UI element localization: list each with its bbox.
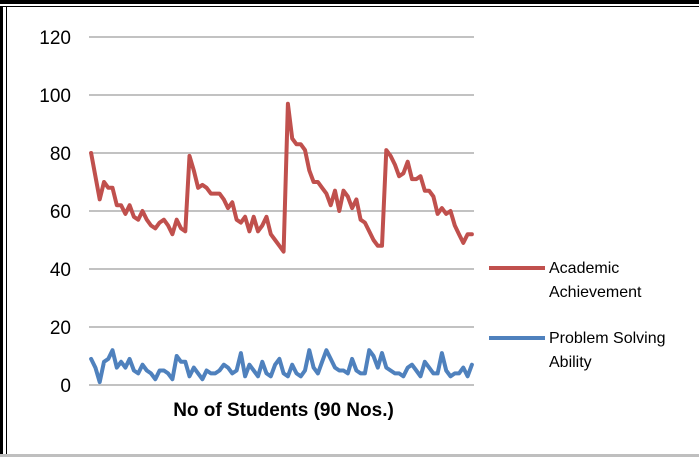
y-tick-label-0: 0 — [60, 376, 71, 397]
y-tick-label-80: 80 — [50, 144, 71, 165]
data-series — [89, 101, 474, 385]
x-axis-title: No of Students (90 Nos.) — [173, 400, 394, 421]
y-tick-label-40: 40 — [50, 260, 71, 281]
bottom-border — [0, 454, 699, 457]
left-border-inner — [6, 6, 7, 457]
y-axis-ticks: 0 20 40 60 80 100 120 — [39, 28, 71, 397]
top-border — [0, 0, 699, 4]
top-border-inner — [0, 6, 699, 7]
legend: Academic Achievement Problem Solving Abilit… — [489, 260, 666, 371]
legend-label-academic-achievement: Academic Achievement — [549, 260, 642, 301]
y-tick-label-120: 120 — [39, 28, 71, 49]
y-tick-label-100: 100 — [39, 86, 71, 107]
gridlines — [89, 36, 474, 328]
series-line-problem-solving-ability — [89, 348, 474, 385]
legend-label-problem-solving-ability: Problem Solving Ability — [549, 330, 666, 371]
left-border — [0, 6, 3, 457]
series-line-academic-achievement — [89, 101, 474, 254]
y-tick-label-60: 60 — [50, 202, 71, 223]
y-tick-label-20: 20 — [50, 318, 71, 339]
